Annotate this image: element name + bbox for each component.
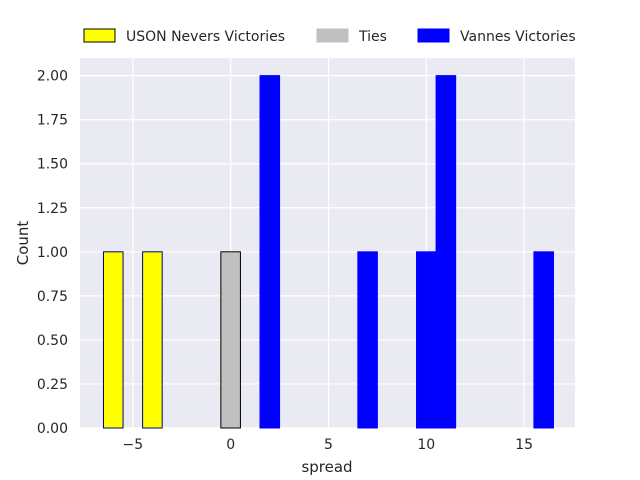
legend-swatch bbox=[316, 28, 349, 43]
bar-vannes-1 bbox=[357, 251, 378, 429]
x-tick-label: 15 bbox=[515, 437, 533, 453]
x-axis-ticks: −5 0 5 10 15 bbox=[123, 437, 534, 453]
y-tick-label: 1.00 bbox=[37, 245, 68, 261]
y-axis-ticks: 0.00 0.25 0.50 0.75 1.00 1.25 1.50 1.75 2.00 bbox=[37, 69, 68, 437]
y-tick-label: 2.00 bbox=[37, 69, 68, 85]
y-tick-label: 0.75 bbox=[37, 289, 68, 305]
bar-vannes-0 bbox=[259, 75, 281, 429]
legend-label: USON Nevers Victories bbox=[126, 29, 285, 45]
x-tick-label: 10 bbox=[417, 437, 435, 453]
bar-vannes-4 bbox=[533, 251, 554, 429]
y-tick-label: 1.25 bbox=[37, 201, 68, 217]
x-tick-label: −5 bbox=[123, 437, 144, 453]
bar-vannes-3 bbox=[435, 75, 457, 429]
y-axis-title: Count bbox=[14, 221, 32, 266]
y-tick-label: 0.50 bbox=[37, 333, 68, 349]
bar-uson-nevers-1 bbox=[142, 251, 163, 429]
x-tick-label: 0 bbox=[226, 437, 235, 453]
bar-ties-0 bbox=[220, 251, 241, 429]
y-tick-label: 0.00 bbox=[37, 421, 68, 437]
legend-label: Ties bbox=[358, 29, 387, 45]
legend-swatch bbox=[417, 28, 450, 43]
y-tick-label: 1.50 bbox=[37, 157, 68, 173]
legend-label: Vannes Victories bbox=[460, 29, 576, 45]
x-axis-title: spread bbox=[301, 458, 352, 476]
y-tick-label: 0.25 bbox=[37, 377, 68, 393]
legend: USON Nevers Victories Ties Vannes Victorie… bbox=[83, 28, 576, 45]
legend-swatch bbox=[83, 28, 116, 43]
y-tick-label: 1.75 bbox=[37, 113, 68, 129]
bar-uson-nevers-0 bbox=[102, 251, 124, 429]
histogram-bars bbox=[102, 75, 554, 429]
x-tick-label: 5 bbox=[324, 437, 333, 453]
bar-vannes-2 bbox=[416, 251, 437, 429]
